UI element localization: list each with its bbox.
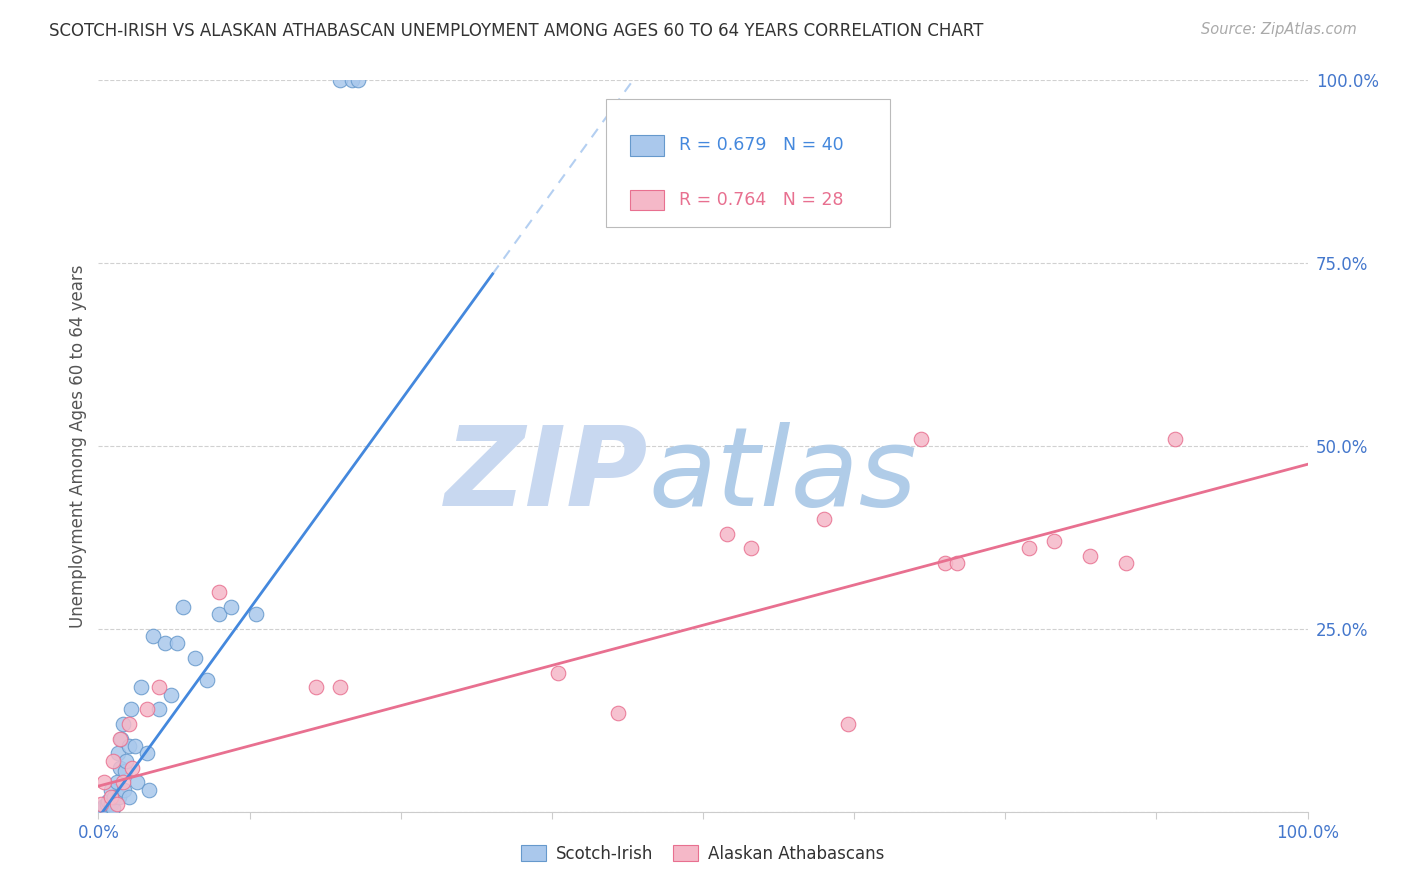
Point <box>108 790 131 805</box>
Point <box>547 665 569 680</box>
Point <box>111 717 134 731</box>
Point <box>111 775 134 789</box>
Point <box>121 761 143 775</box>
Point <box>221 599 243 614</box>
Point <box>160 688 183 702</box>
Point <box>118 717 141 731</box>
Point <box>1115 556 1137 570</box>
Point <box>114 764 136 779</box>
Point <box>93 775 115 789</box>
Point <box>103 790 125 805</box>
Point <box>184 651 207 665</box>
Text: R = 0.764   N = 28: R = 0.764 N = 28 <box>679 191 844 210</box>
Point <box>946 556 969 570</box>
Point <box>208 607 231 622</box>
Point <box>135 702 157 716</box>
Point <box>1163 432 1185 446</box>
Point <box>100 797 122 812</box>
Point <box>105 797 128 812</box>
Text: Source: ZipAtlas.com: Source: ZipAtlas.com <box>1201 22 1357 37</box>
Point <box>108 761 131 775</box>
Point <box>910 432 932 446</box>
Point <box>120 702 142 716</box>
Point <box>100 790 122 805</box>
Point <box>135 746 157 760</box>
Text: R = 0.679   N = 40: R = 0.679 N = 40 <box>679 136 844 154</box>
Point <box>305 681 328 695</box>
Point <box>1078 549 1101 563</box>
Point <box>105 775 128 789</box>
Point <box>813 512 835 526</box>
Point <box>118 739 141 753</box>
Point <box>148 681 170 695</box>
Point <box>110 731 132 746</box>
Point <box>716 526 738 541</box>
Point <box>127 775 149 789</box>
Point <box>329 681 352 695</box>
Point <box>115 754 138 768</box>
FancyBboxPatch shape <box>630 190 664 211</box>
Point <box>740 541 762 556</box>
Point <box>1018 541 1040 556</box>
Text: atlas: atlas <box>648 422 917 529</box>
Point <box>112 782 135 797</box>
Point <box>245 607 267 622</box>
Point <box>153 636 176 650</box>
Point <box>90 803 112 817</box>
Point <box>138 782 160 797</box>
Point <box>607 706 630 720</box>
Point <box>118 790 141 805</box>
Point <box>166 636 188 650</box>
Text: ZIP: ZIP <box>446 422 648 529</box>
Point <box>96 797 118 812</box>
Text: SCOTCH-IRISH VS ALASKAN ATHABASCAN UNEMPLOYMENT AMONG AGES 60 TO 64 YEARS CORREL: SCOTCH-IRISH VS ALASKAN ATHABASCAN UNEMP… <box>49 22 984 40</box>
Point <box>107 746 129 760</box>
Point <box>101 801 124 815</box>
Y-axis label: Unemployment Among Ages 60 to 64 years: Unemployment Among Ages 60 to 64 years <box>69 264 87 628</box>
Point <box>100 782 122 797</box>
Point <box>90 797 112 812</box>
Point <box>124 739 146 753</box>
Point <box>148 702 170 716</box>
Point <box>347 73 370 87</box>
FancyBboxPatch shape <box>630 136 664 155</box>
Point <box>97 794 120 808</box>
Point <box>195 673 218 687</box>
Point <box>129 681 152 695</box>
Point <box>1042 534 1064 549</box>
Point <box>91 801 114 815</box>
Point <box>172 599 194 614</box>
FancyBboxPatch shape <box>606 99 890 227</box>
Point <box>93 798 115 813</box>
Legend: Scotch-Irish, Alaskan Athabascans: Scotch-Irish, Alaskan Athabascans <box>515 838 891 869</box>
Point <box>142 629 165 643</box>
Point <box>108 731 131 746</box>
Point <box>934 556 956 570</box>
Point <box>208 585 231 599</box>
Point <box>101 754 124 768</box>
Point <box>329 73 352 87</box>
Point <box>342 73 364 87</box>
Point <box>837 717 859 731</box>
